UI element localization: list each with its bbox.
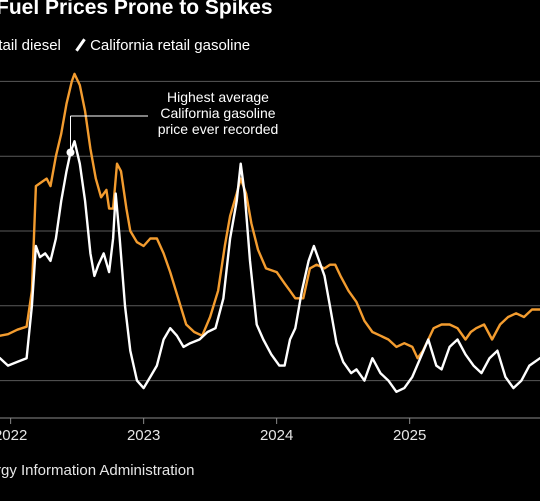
annotation-line-2: California gasoline (160, 105, 275, 121)
source-note: rgy Information Administration (0, 462, 195, 479)
series-line-gasoline (0, 140, 540, 393)
annotation-line-3: price ever recorded (158, 121, 279, 137)
legend: etail diesel California retail gasoline (0, 37, 264, 54)
chart-title: Fuel Prices Prone to Spikes (0, 0, 273, 19)
x-axis-ticks: 2022 2023 2024 2025 (0, 418, 426, 444)
legend-gasoline-label: California retail gasoline (90, 37, 251, 54)
annotation-marker (66, 148, 75, 157)
legend-item-diesel: etail diesel (0, 37, 65, 54)
legend-diesel-label: etail diesel (0, 37, 61, 54)
series-lines (0, 72, 540, 393)
x-tick-label-2023: 2023 (127, 427, 160, 444)
gridlines (0, 80, 540, 419)
x-tick-label-2022: 2022 (0, 427, 27, 444)
legend-item-gasoline: California retail gasoline (75, 37, 251, 54)
x-tick-label-2025: 2025 (393, 427, 426, 444)
x-tick-label-2024: 2024 (260, 427, 293, 444)
annotation-line-1: Highest average (167, 89, 269, 105)
